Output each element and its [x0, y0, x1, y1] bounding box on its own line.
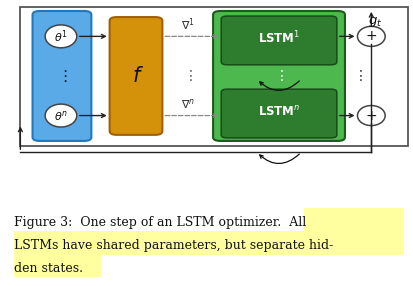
Text: $\nabla^1$: $\nabla^1$ [180, 17, 194, 33]
Text: +: + [365, 29, 376, 43]
Text: $g_t$: $g_t$ [367, 15, 382, 29]
Text: Figure 3:  One step of an LSTM optimizer.  All: Figure 3: One step of an LSTM optimizer.… [14, 216, 306, 229]
FancyBboxPatch shape [221, 89, 336, 138]
Text: LSTMs have shared parameters, but separate hid-: LSTMs have shared parameters, but separa… [14, 239, 333, 252]
Ellipse shape [45, 25, 76, 48]
Text: $\theta^1$: $\theta^1$ [54, 28, 68, 45]
FancyBboxPatch shape [213, 11, 344, 141]
Text: $\vdots$: $\vdots$ [57, 68, 67, 84]
FancyBboxPatch shape [109, 17, 162, 135]
FancyBboxPatch shape [221, 16, 336, 65]
Text: LSTM$^n$: LSTM$^n$ [257, 104, 299, 118]
Text: +: + [365, 109, 376, 123]
Text: LSTM$^1$: LSTM$^1$ [257, 30, 299, 47]
Text: f: f [132, 66, 139, 86]
Text: $\vdots$: $\vdots$ [183, 68, 192, 84]
Bar [20, 7, 407, 146]
Ellipse shape [356, 106, 384, 126]
Text: den states.: den states. [14, 262, 83, 275]
Text: $\theta^n$: $\theta^n$ [54, 109, 68, 123]
Text: $\vdots$: $\vdots$ [352, 68, 362, 84]
Text: $\vdots$: $\vdots$ [273, 68, 283, 84]
Text: $\nabla^n$: $\nabla^n$ [180, 98, 194, 111]
Ellipse shape [356, 26, 384, 46]
Ellipse shape [45, 104, 76, 127]
FancyBboxPatch shape [33, 11, 91, 141]
